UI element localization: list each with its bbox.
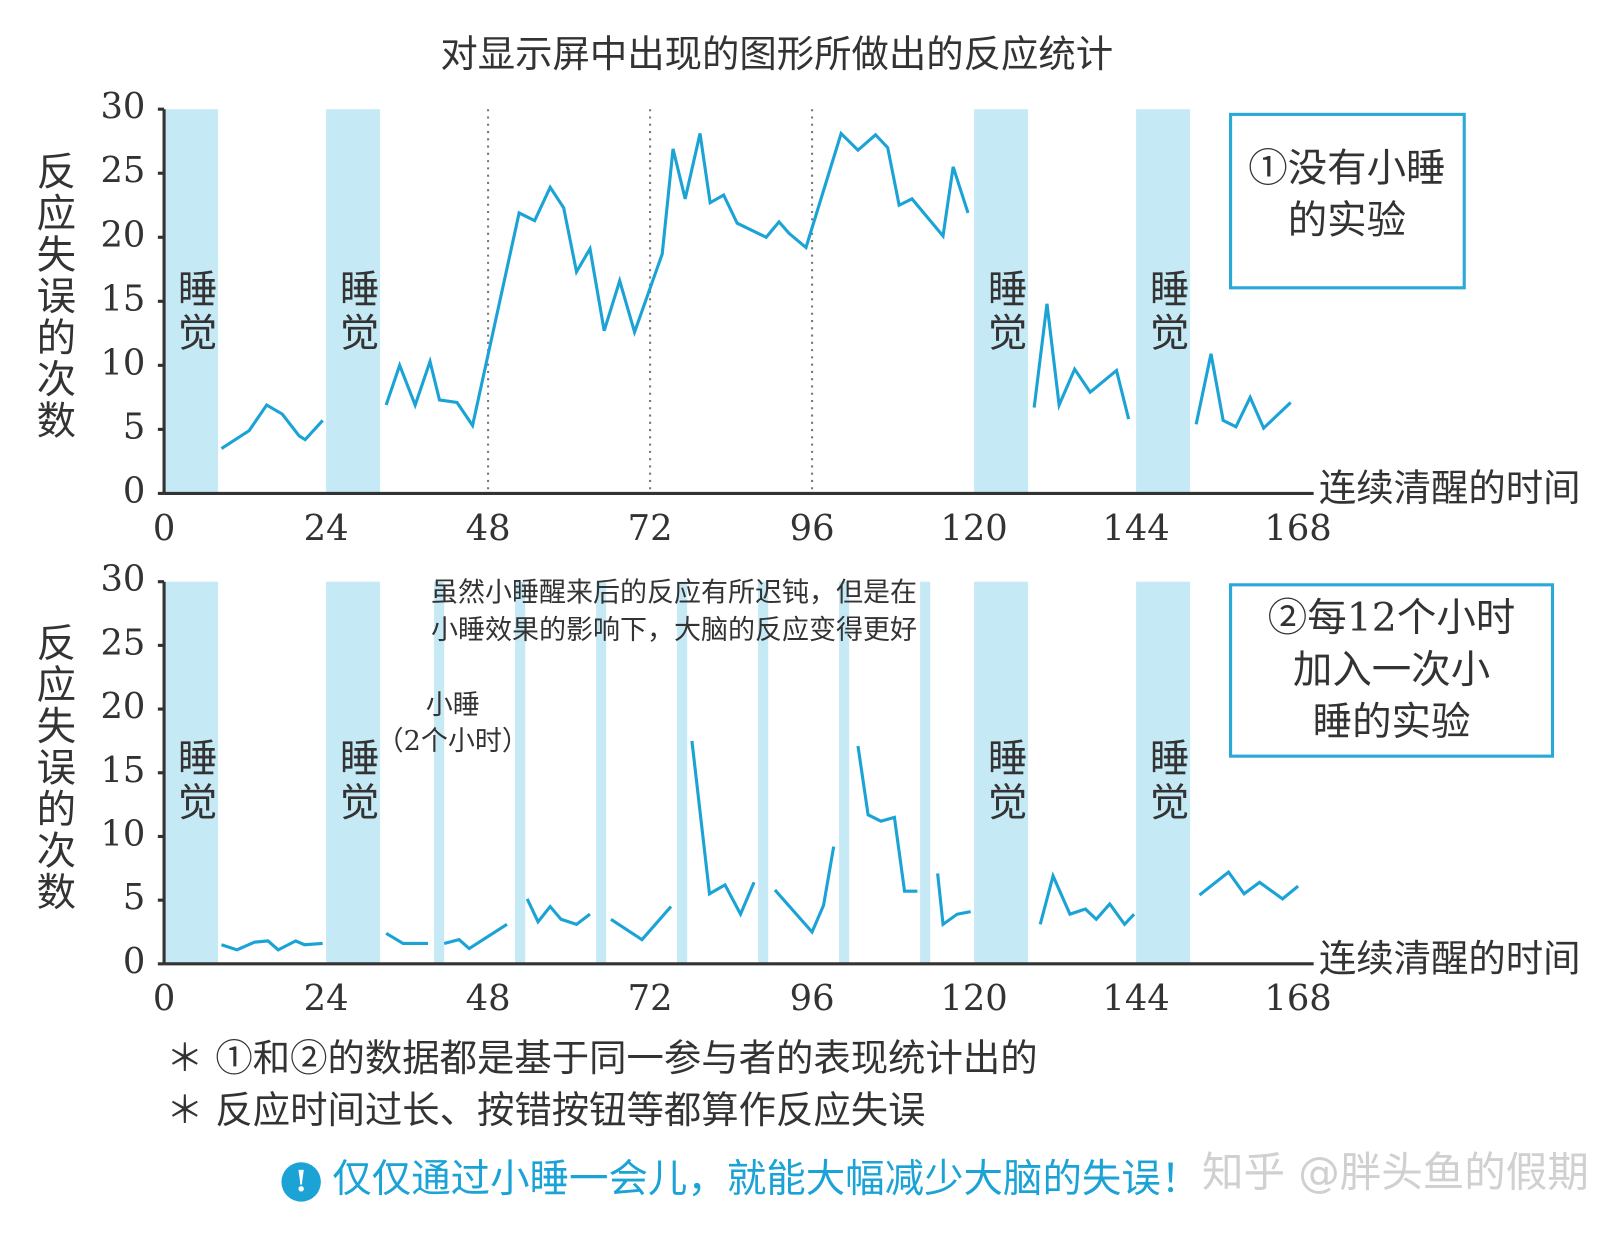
y-axis-label: 反应失误的次数 [30,151,76,442]
note-box [1229,112,1466,290]
sleep-label: 睡觉 [1143,268,1189,355]
x-tick-label: 144 [1102,508,1169,549]
sleep-label: 睡觉 [981,737,1027,824]
sleep-band [1136,109,1191,494]
y-tick-label: 10 [100,342,145,383]
nap-note: 小睡 [426,690,480,721]
x-tick-label: 96 [790,508,835,549]
y-tick-label: 0 [123,470,145,511]
y-tick-label: 10 [100,813,145,854]
alert-icon-mark: ! [295,1164,308,1198]
y-tick-label: 0 [123,941,145,982]
footnote: ＊ ①和②的数据都是基于同一参与者的表现统计出的 [166,1036,1038,1080]
y-tick-label: 5 [123,406,145,447]
nap-band [920,581,931,964]
effect-note: 小睡效果的影响下，大脑的反应变得更好 [431,615,917,646]
x-tick-label: 168 [1264,508,1331,549]
nap-band [515,581,526,964]
x-tick-label: 48 [466,508,511,549]
chart-title: 对显示屏中出现的图形所做出的反应统计 [440,32,1113,76]
sleep-band [326,581,381,964]
x-tick-label: 72 [628,508,673,549]
nap-band [596,581,607,964]
note-text: 加入一次小 [1293,647,1490,693]
note-text: 睡的实验 [1313,699,1471,745]
sleep-band [974,109,1029,494]
y-tick-label: 30 [100,559,145,600]
sleep-band [1136,581,1191,964]
sleep-band [326,109,381,494]
sleep-label: 睡觉 [333,268,379,355]
y-tick-label: 20 [100,214,145,255]
sleep-band [974,581,1029,964]
note-text: ②每12个小时 [1268,595,1515,641]
data-line [220,740,1300,952]
x-tick-label: 168 [1264,978,1331,1019]
x-tick-label: 72 [628,978,673,1019]
x-tick-label: 96 [790,978,835,1019]
sleep-label: 睡觉 [171,268,217,355]
nap-note: （2个小时） [377,726,529,757]
y-tick-label: 20 [100,686,145,727]
note-text: ①没有小睡 [1248,146,1445,192]
nap-band [839,581,850,964]
y-tick-label: 15 [100,750,145,791]
x-tick-label: 144 [1102,978,1169,1019]
callout: 仅仅通过小睡一会儿，就能大幅减少大脑的失误！ [332,1156,1200,1202]
sleep-label: 睡觉 [333,737,379,824]
x-tick-label: 120 [940,508,1007,549]
nap-band [758,581,769,964]
x-tick-label: 0 [153,978,175,1019]
watermark: 知乎 @胖头鱼的假期 [1202,1148,1589,1197]
sleep-label: 睡觉 [981,268,1027,355]
x-tick-label: 24 [304,978,349,1019]
sleep-label: 睡觉 [1143,737,1189,824]
x-tick-label: 120 [940,978,1007,1019]
alert-icon [281,1162,321,1202]
sleep-band [164,581,219,964]
data-line [220,130,1292,450]
sleep-band [164,109,219,494]
y-axis-label: 反应失误的次数 [30,622,76,913]
y-tick-label: 5 [123,877,145,918]
x-tick-label: 24 [304,508,349,549]
x-tick-label: 48 [466,978,511,1019]
x-axis-label: 连续清醒的时间 [1319,466,1581,510]
x-tick-label: 0 [153,508,175,549]
note-text: 的实验 [1288,197,1406,243]
y-tick-label: 30 [100,86,145,127]
y-tick-label: 15 [100,278,145,319]
note-box [1229,583,1555,758]
sleep-label: 睡觉 [171,737,217,824]
nap-band [434,581,445,964]
y-tick-label: 25 [100,622,145,663]
effect-note: 虽然小睡醒来后的反应有所迟钝，但是在 [431,578,917,609]
footnote: ＊ 反应时间过长、按错按钮等都算作反应失误 [166,1088,925,1132]
nap-band [677,581,688,964]
x-axis-label: 连续清醒的时间 [1319,936,1581,980]
y-tick-label: 25 [100,150,145,191]
